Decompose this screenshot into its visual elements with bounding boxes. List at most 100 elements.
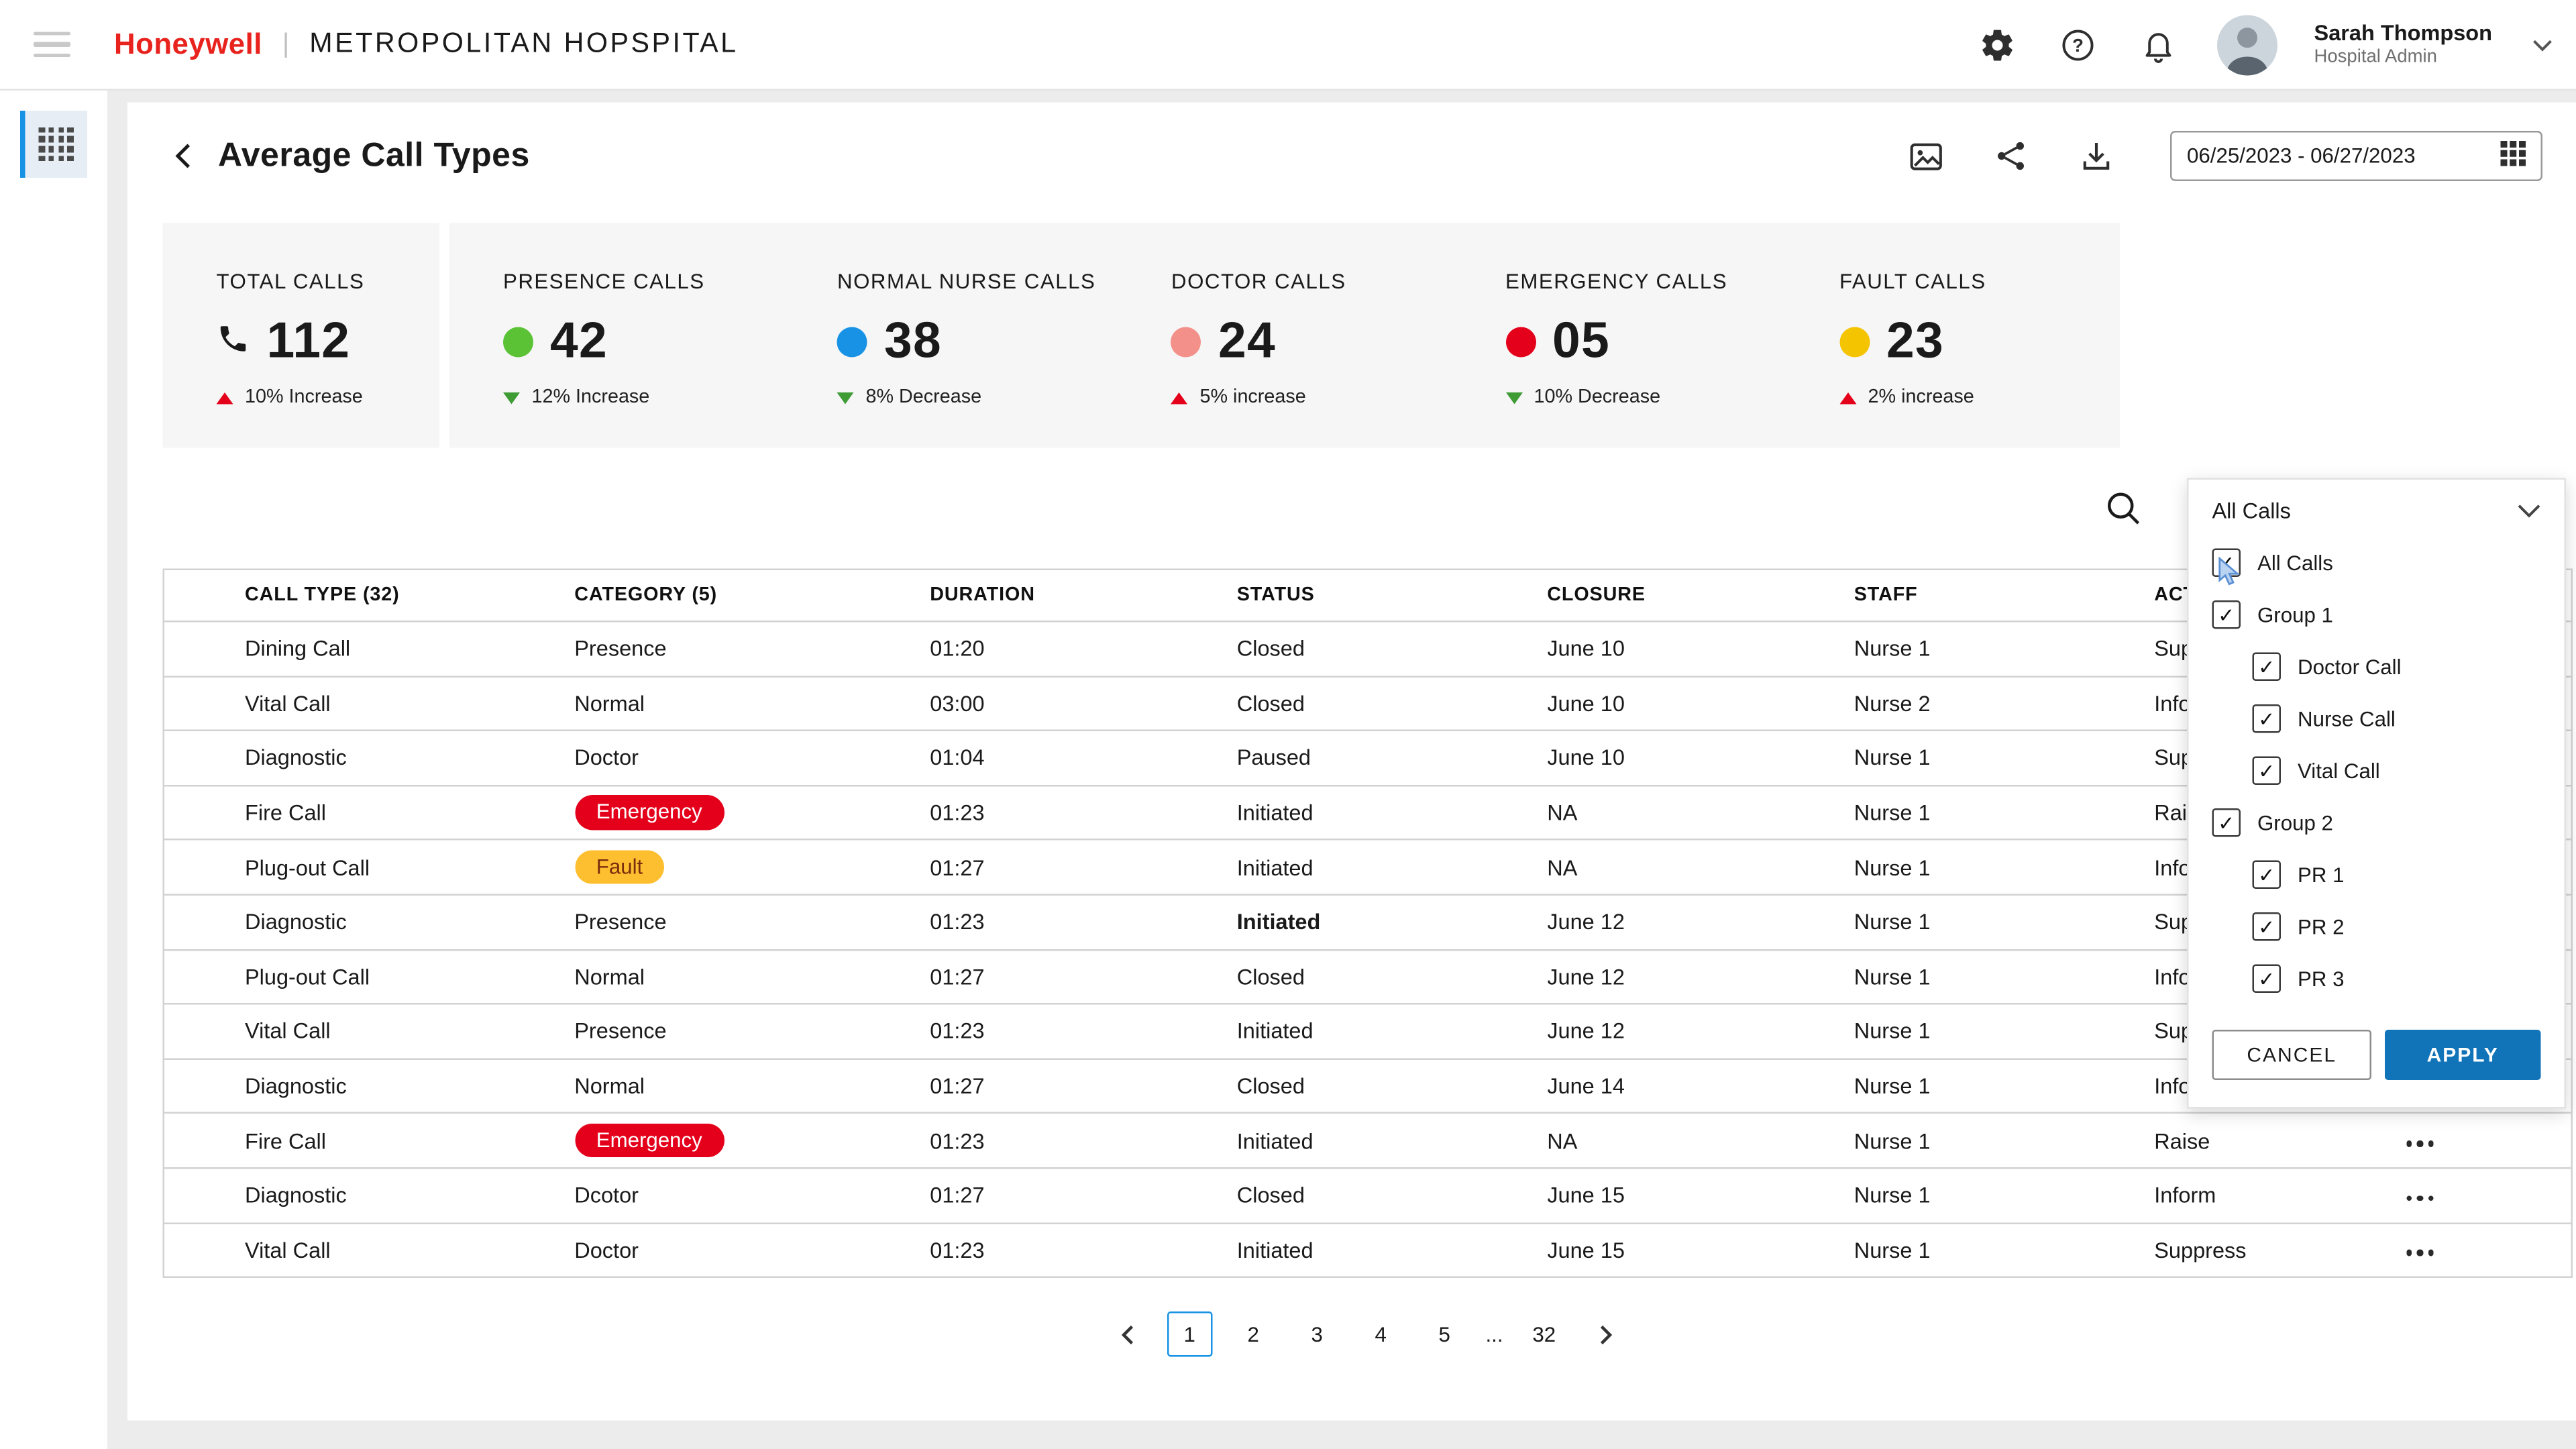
cell-staff: Nurse 1	[1854, 964, 1931, 989]
cell-duration: 01:27	[930, 964, 985, 989]
filter-item-doctor-call[interactable]: ✓ Doctor Call	[2189, 641, 2565, 693]
checkbox-pr-2[interactable]: ✓	[2252, 912, 2281, 941]
cell-staff: Nurse 1	[1854, 1018, 1931, 1044]
trend-down-icon	[1505, 391, 1523, 404]
table-row: Fire Call Emergency 01:23 Initiated NA Nurse …	[163, 1113, 2572, 1168]
stat-label: TOTAL CALLS	[216, 270, 365, 294]
stat-label: NORMAL NURSE CALLS	[837, 270, 1096, 294]
row-menu-button[interactable]	[2402, 1242, 2436, 1265]
cell-call-type: Plug-out Call	[245, 855, 370, 880]
share-icon[interactable]	[1989, 134, 2033, 178]
sidebar	[0, 91, 107, 1449]
cell-status: Closed	[1236, 690, 1305, 716]
stat-trend: 10% Decrease	[1505, 388, 1786, 408]
cell-status: Paused	[1236, 745, 1311, 771]
page-5[interactable]: 5	[1421, 1311, 1467, 1357]
filter-item-pr-1[interactable]: ✓ PR 1	[2189, 849, 2565, 901]
notifications-icon[interactable]	[2137, 23, 2180, 66]
menu-icon[interactable]	[34, 31, 70, 58]
cell-status: Closed	[1236, 636, 1305, 661]
stat-value-row: 38	[837, 314, 1118, 371]
stat-dot	[1171, 327, 1202, 358]
filter-item-group-1[interactable]: ✓ Group 1	[2189, 589, 2565, 641]
cancel-button[interactable]: CANCEL	[2212, 1030, 2371, 1080]
stats-strip: TOTAL CALLS 112 10% Increase PRESENCE CALL…	[162, 223, 2120, 448]
filter-item-nurse-call[interactable]: ✓ Nurse Call	[2189, 693, 2565, 745]
filter-select[interactable]: All Calls	[2189, 480, 2565, 537]
download-icon[interactable]	[2075, 134, 2118, 178]
stat-value: 23	[1886, 313, 1944, 370]
filter-item-label: Group 2	[2257, 810, 2333, 835]
stat-dot	[1839, 327, 1870, 358]
checkbox-pr-1[interactable]: ✓	[2252, 860, 2281, 889]
stat-trend: 10% Increase	[216, 388, 440, 408]
trend-down-icon	[503, 391, 520, 404]
filter-item-all-calls[interactable]: ✓ All Calls	[2189, 537, 2565, 589]
date-range-picker[interactable]: 06/25/2023 - 06/27/2023	[2170, 131, 2542, 181]
cell-category: Presence	[574, 636, 667, 661]
cell-category: Presence	[574, 1018, 667, 1044]
stat-value: 112	[266, 313, 351, 370]
page-32[interactable]: 32	[1521, 1311, 1567, 1357]
settings-icon[interactable]	[1976, 23, 2019, 66]
search-icon[interactable]	[2103, 488, 2143, 529]
filter-selected-value: All Calls	[2212, 498, 2291, 524]
page-next-button[interactable]	[1585, 1314, 1625, 1354]
cell-status: Closed	[1236, 1073, 1305, 1099]
cell-category: Doctor	[574, 1237, 639, 1263]
trend-up-icon	[216, 391, 233, 404]
filter-item-pr-3[interactable]: ✓ PR 3	[2189, 953, 2565, 1005]
cell-staff: Nurse 2	[1854, 690, 1931, 716]
cell-category: Fault	[574, 840, 930, 894]
cell-call-type: Diagnostic	[245, 909, 347, 935]
row-menu-button[interactable]	[2402, 1187, 2436, 1210]
calls-table-wrap: CALL TYPE (32) CATEGORY (5) DURATION STATUS…	[162, 568, 2576, 1279]
cell-call-type: Diagnostic	[245, 745, 347, 771]
trend-down-icon	[837, 391, 855, 404]
filter-item-pr-2[interactable]: ✓ PR 2	[2189, 901, 2565, 953]
page-4[interactable]: 4	[1358, 1311, 1403, 1357]
topbar: Honeywell | METROPOLITAN HOPSPITAL ? Sar…	[0, 0, 2576, 91]
checkbox-doctor-call[interactable]: ✓	[2252, 652, 2281, 681]
help-icon[interactable]: ?	[2056, 23, 2100, 66]
checkbox-nurse-call[interactable]: ✓	[2252, 704, 2281, 733]
card-header: Average Call Types 06/25/2023 - 06/27/20…	[127, 103, 2576, 210]
checkbox-group-1[interactable]: ✓	[2212, 600, 2241, 629]
apply-button[interactable]: APPLY	[2385, 1030, 2541, 1080]
filter-item-vital-call[interactable]: ✓ Vital Call	[2189, 745, 2565, 797]
cell-closure: June 14	[1547, 1073, 1625, 1099]
page-prev-button[interactable]	[1108, 1314, 1148, 1354]
cell-staff: Nurse 1	[1854, 1237, 1931, 1263]
row-menu-button[interactable]	[2402, 1132, 2436, 1155]
trend-text: 2% increase	[1868, 387, 1974, 408]
filter-item-label: Doctor Call	[2298, 655, 2402, 679]
checkbox-all-calls[interactable]: ✓	[2212, 548, 2241, 577]
cell-closure: June 15	[1547, 1183, 1625, 1208]
stat-dot	[837, 327, 868, 358]
page-1[interactable]: 1	[1167, 1311, 1212, 1357]
stat-value-row: 05	[1505, 314, 1786, 371]
avatar[interactable]	[2216, 14, 2277, 75]
cell-closure: June 10	[1547, 745, 1625, 771]
stat-trend: 5% increase	[1171, 388, 1452, 408]
cell-call-type: Fire Call	[245, 1128, 327, 1154]
chevron-down-icon[interactable]	[2532, 30, 2553, 60]
page-2[interactable]: 2	[1230, 1311, 1276, 1357]
cell-action: Inform	[2154, 1183, 2216, 1208]
filter-item-group-2[interactable]: ✓ Group 2	[2189, 797, 2565, 849]
sidebar-item-apps[interactable]	[20, 111, 87, 178]
cell-status: Initiated	[1236, 1128, 1313, 1154]
chevron-down-icon	[2518, 498, 2541, 524]
cell-category: Emergency	[574, 1114, 930, 1168]
checkbox-pr-3[interactable]: ✓	[2252, 964, 2281, 993]
page-3[interactable]: 3	[1294, 1311, 1340, 1357]
cell-category: Dcotor	[574, 1183, 639, 1208]
image-export-icon[interactable]	[1904, 134, 1947, 178]
back-button[interactable]	[164, 136, 205, 176]
cell-duration: 03:00	[930, 690, 985, 716]
checkbox-group-2[interactable]: ✓	[2212, 808, 2241, 837]
stat-value-row: 24	[1171, 314, 1452, 371]
cell-staff: Nurse 1	[1854, 1183, 1931, 1208]
checkbox-vital-call[interactable]: ✓	[2252, 756, 2281, 785]
